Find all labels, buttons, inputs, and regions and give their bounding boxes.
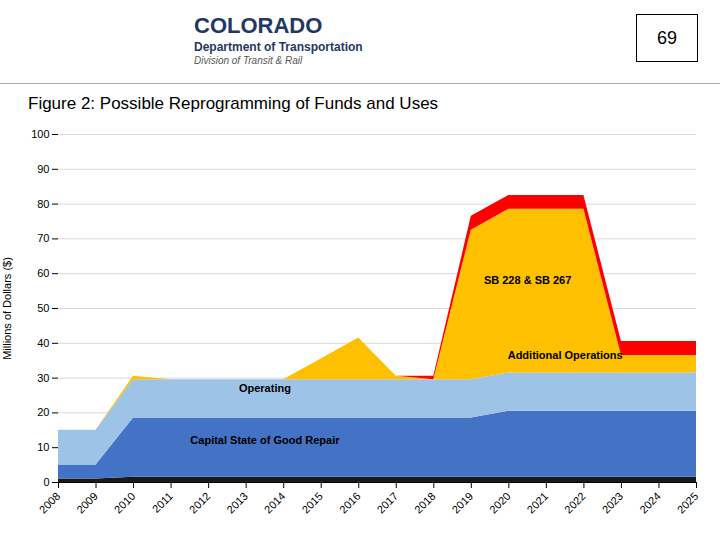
- svg-text:2015: 2015: [299, 490, 325, 516]
- svg-text:2021: 2021: [524, 490, 550, 516]
- svg-text:SB 228 & SB 267: SB 228 & SB 267: [484, 274, 571, 286]
- svg-text:2013: 2013: [224, 490, 250, 516]
- svg-text:2024: 2024: [637, 490, 663, 516]
- svg-text:2016: 2016: [337, 490, 363, 516]
- svg-text:90: 90: [37, 163, 49, 175]
- svg-text:30: 30: [37, 372, 49, 384]
- svg-text:10: 10: [37, 441, 49, 453]
- svg-text:2014: 2014: [262, 490, 288, 516]
- svg-text:2022: 2022: [562, 490, 588, 516]
- svg-text:Capital State of Good Repair: Capital State of Good Repair: [190, 434, 340, 446]
- svg-text:2023: 2023: [600, 490, 626, 516]
- svg-text:80: 80: [37, 198, 49, 210]
- svg-text:20: 20: [37, 406, 49, 418]
- svg-text:2017: 2017: [374, 490, 400, 516]
- svg-text:0: 0: [43, 476, 49, 488]
- svg-text:Operating: Operating: [239, 382, 291, 394]
- svg-text:70: 70: [37, 232, 49, 244]
- html-text:COLORADO: COLORADO: [194, 13, 323, 38]
- html-text:Department of Transportation: Department of Transportation: [194, 39, 363, 54]
- svg-text:Additional Operations: Additional Operations: [508, 349, 623, 361]
- svg-text:Millions of Dollars ($): Millions of Dollars ($): [1, 257, 13, 360]
- svg-text:2025: 2025: [675, 490, 701, 516]
- svg-text:100: 100: [31, 128, 49, 140]
- svg-text:2010: 2010: [112, 490, 138, 516]
- svg-text:2018: 2018: [412, 490, 438, 516]
- svg-text:60: 60: [37, 267, 49, 279]
- html-text:Figure 2: Possible Reprogrammi: Figure 2: Possible Reprogramming of Fund…: [28, 94, 439, 113]
- svg-text:2012: 2012: [187, 490, 213, 516]
- html-text:Division of Transit & Rail: Division of Transit & Rail: [194, 54, 303, 66]
- svg-text:2009: 2009: [74, 490, 100, 516]
- html-text:69: 69: [657, 27, 677, 48]
- svg-text:2011: 2011: [150, 490, 175, 515]
- svg-text:50: 50: [37, 302, 49, 314]
- svg-text:2019: 2019: [449, 490, 475, 516]
- svg-text:40: 40: [37, 337, 49, 349]
- svg-text:2020: 2020: [487, 490, 513, 516]
- svg-text:2008: 2008: [37, 490, 63, 516]
